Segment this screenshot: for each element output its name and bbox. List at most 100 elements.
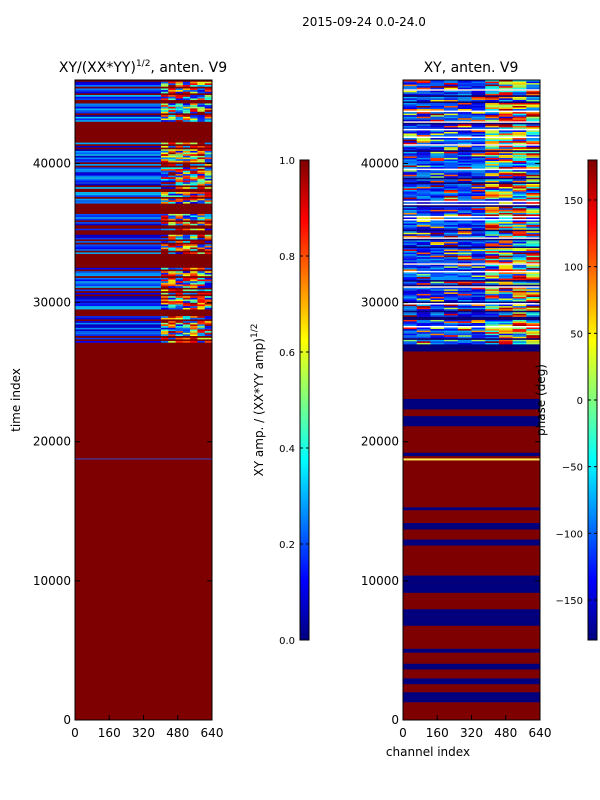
right-heatmap-cell bbox=[430, 156, 445, 158]
left-heatmap-row bbox=[75, 165, 212, 168]
left-heatmap-cell bbox=[175, 245, 184, 248]
left-heatmap-cell bbox=[204, 150, 213, 153]
left-heatmap-cell bbox=[175, 98, 184, 101]
right-heatmap-cell bbox=[512, 292, 527, 294]
left-heatmap-cell bbox=[190, 296, 198, 298]
right-heatmap-cell bbox=[403, 278, 417, 281]
right-heatmap-cell bbox=[471, 214, 486, 216]
left-heatmap-cell bbox=[182, 187, 191, 189]
right-heatmap-cell bbox=[444, 292, 459, 294]
right-heatmap-cell bbox=[498, 327, 513, 330]
left-heatmap-row bbox=[75, 95, 161, 97]
right-heatmap-cell bbox=[403, 309, 417, 311]
right-heatmap-cell bbox=[430, 183, 445, 186]
colorbar-tick-label: −100 bbox=[556, 529, 583, 540]
right-heatmap-cell bbox=[416, 107, 431, 110]
right-heatmap-cell bbox=[457, 171, 472, 174]
right-heatmap-cell bbox=[457, 315, 472, 317]
left-heatmap-cell bbox=[168, 115, 176, 117]
left-heatmap-cell bbox=[197, 183, 206, 186]
right-heatmap-cell bbox=[485, 231, 500, 233]
right-heatmap-cell bbox=[498, 243, 513, 245]
right-heatmap-cell bbox=[526, 148, 541, 151]
left-heatmap-cell bbox=[190, 90, 198, 92]
right-heatmap-cell bbox=[526, 197, 541, 200]
left-heatmap-cell bbox=[161, 274, 169, 277]
right-heatmap-cell bbox=[526, 139, 541, 142]
left-heatmap-cell bbox=[204, 292, 213, 295]
right-heatmap-row bbox=[403, 203, 540, 206]
right-heatmap-cell bbox=[430, 298, 445, 300]
left-heatmap-cell bbox=[175, 182, 184, 184]
right-heatmap-cell bbox=[430, 141, 445, 143]
right-heatmap-cell bbox=[444, 243, 459, 245]
left-heatmap-cell bbox=[182, 267, 191, 270]
right-heatmap-cell bbox=[444, 255, 459, 258]
right-heatmap-cell bbox=[512, 186, 527, 189]
right-heatmap-cell bbox=[457, 327, 472, 330]
left-heatmap-cell bbox=[190, 297, 198, 300]
right-heatmap-cell bbox=[471, 118, 486, 120]
right-heatmap-cell bbox=[485, 258, 500, 261]
right-heatmap-cell bbox=[457, 254, 472, 256]
right-heatmap-cell bbox=[430, 287, 445, 290]
right-heatmap-cell bbox=[416, 186, 431, 189]
left-heatmap-cell bbox=[204, 316, 213, 318]
right-heatmap-cell bbox=[526, 296, 541, 299]
right-heatmap-cell bbox=[457, 257, 472, 259]
left-heatmap-cell bbox=[161, 150, 169, 153]
left-heatmap-cell bbox=[197, 249, 206, 251]
right-heatmap-cell bbox=[526, 147, 541, 149]
left-heatmap-row bbox=[75, 185, 212, 188]
right-heatmap-cell bbox=[498, 165, 513, 168]
left-heatmap-cell bbox=[175, 322, 184, 325]
left-heatmap-cell bbox=[197, 271, 206, 273]
left-heatmap-cell bbox=[182, 307, 191, 310]
left-heatmap-row bbox=[75, 234, 161, 237]
left-heatmap-cell bbox=[182, 297, 191, 300]
right-heatmap-cell bbox=[526, 90, 541, 93]
right-heatmap-cell bbox=[416, 125, 431, 128]
right-heatmap-cell bbox=[430, 329, 445, 331]
right-heatmap-cell bbox=[416, 275, 431, 278]
left-heatmap-cell bbox=[175, 272, 184, 275]
right-heatmap-stripe bbox=[403, 609, 540, 618]
left-heatmap-cell bbox=[197, 149, 206, 151]
right-heatmap-cell bbox=[471, 220, 486, 223]
right-heatmap-cell bbox=[430, 193, 445, 195]
left-heatmap-cell bbox=[197, 118, 206, 121]
right-heatmap-cell bbox=[512, 174, 527, 177]
right-heatmap-cell bbox=[457, 341, 472, 343]
left-heatmap-cell bbox=[204, 281, 213, 283]
right-heatmap-cell bbox=[498, 341, 513, 343]
left-heatmap-cell bbox=[175, 247, 184, 250]
right-heatmap-cell bbox=[498, 160, 513, 163]
right-heatmap-cell bbox=[485, 330, 500, 333]
right-heatmap-cell bbox=[471, 287, 486, 290]
right-heatmap-cell bbox=[526, 232, 541, 235]
left-heatmap-cell bbox=[161, 299, 169, 302]
right-heatmap-cell bbox=[526, 165, 541, 168]
right-heatmap-cell bbox=[498, 261, 513, 264]
right-heatmap-cell bbox=[485, 315, 500, 317]
right-heatmap-cell bbox=[471, 298, 486, 300]
left-heatmap-cell bbox=[161, 281, 169, 283]
right-heatmap-cell bbox=[416, 321, 431, 323]
right-heatmap-cell bbox=[444, 312, 459, 314]
right-heatmap-cell bbox=[526, 211, 541, 213]
right-heatmap-cell bbox=[471, 107, 486, 110]
left-heatmap-row bbox=[75, 160, 161, 163]
left-heatmap-cell bbox=[197, 281, 206, 283]
right-heatmap-cell bbox=[430, 260, 445, 262]
right-heatmap-cell bbox=[512, 232, 527, 235]
left-heatmap-cell bbox=[197, 145, 206, 148]
right-heatmap-cell bbox=[457, 93, 472, 96]
left-heatmap-cell bbox=[197, 108, 206, 111]
right-heatmap-cell bbox=[485, 243, 500, 245]
left-heatmap-cell bbox=[204, 223, 213, 226]
right-heatmap-cell bbox=[416, 174, 431, 177]
left-heatmap-cell bbox=[204, 222, 213, 224]
right-heatmap-cell bbox=[498, 330, 513, 333]
right-heatmap-cell bbox=[430, 278, 445, 281]
right-heatmap-cell bbox=[430, 243, 445, 245]
